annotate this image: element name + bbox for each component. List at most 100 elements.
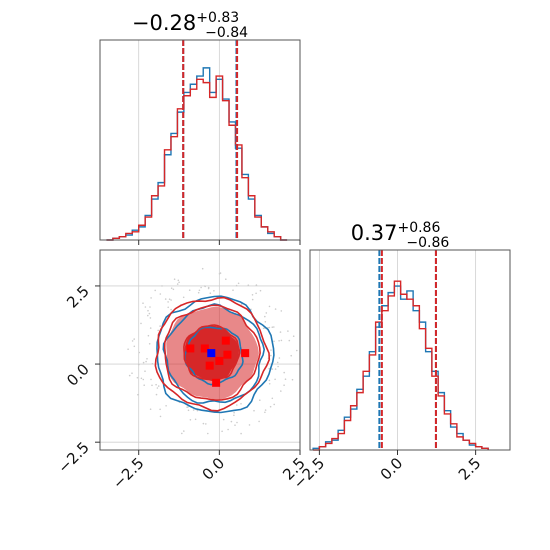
- scatter-point: [280, 310, 283, 312]
- scatter-point: [233, 411, 235, 414]
- density-marker-red: [215, 356, 224, 365]
- scatter-point: [290, 354, 293, 357]
- scatter-point: [264, 321, 267, 323]
- scatter-point: [250, 308, 252, 311]
- scatter-point: [278, 340, 280, 342]
- scatter-point: [230, 420, 233, 423]
- scatter-point: [167, 301, 169, 303]
- scatter-point: [265, 312, 268, 314]
- density-marker-red: [205, 361, 214, 370]
- scatter-point: [292, 335, 295, 338]
- scatter-point: [200, 286, 202, 289]
- scatter-point: [209, 292, 212, 295]
- scatter-point: [140, 322, 142, 325]
- scatter-point: [271, 368, 274, 370]
- scatter-point: [264, 315, 266, 318]
- peak-marker-blue: [207, 349, 216, 358]
- scatter-point: [274, 378, 276, 381]
- scatter-point: [192, 409, 195, 411]
- scatter-point: [202, 422, 205, 425]
- scatter-point: [147, 314, 149, 317]
- scatter-point: [213, 290, 215, 292]
- scatter-point: [207, 432, 209, 435]
- scatter-point: [274, 308, 277, 310]
- x-tick-label: 0.0: [199, 454, 229, 484]
- density-marker-red: [212, 378, 221, 387]
- scatter-point: [176, 283, 179, 285]
- scatter-point: [273, 326, 275, 328]
- scatter-point: [131, 340, 134, 342]
- scatter-point: [277, 365, 279, 368]
- scatter-point: [189, 419, 192, 421]
- scatter-point: [280, 390, 282, 392]
- scatter-point: [273, 340, 275, 343]
- scatter-point: [159, 325, 161, 327]
- scatter-point: [177, 279, 180, 282]
- scatter-point: [170, 299, 172, 301]
- scatter-point: [268, 383, 271, 385]
- scatter-point: [159, 293, 162, 295]
- scatter-point: [146, 358, 148, 360]
- scatter-point: [258, 420, 260, 423]
- scatter-point: [236, 404, 238, 406]
- scatter-point: [276, 361, 279, 364]
- scatter-point: [270, 349, 272, 351]
- scatter-point: [127, 348, 129, 351]
- histogram-step-red: [313, 280, 489, 451]
- panel-bottom-right: −2.5 0.0 2.50.37+0.86 −0.86: [290, 220, 511, 493]
- scatter-point: [264, 409, 267, 411]
- scatter-point: [149, 306, 151, 308]
- scatter-point: [253, 409, 255, 412]
- scatter-point: [183, 430, 185, 432]
- y-tick-label: 2.5: [63, 282, 93, 312]
- scatter-point: [278, 357, 281, 359]
- density-marker-red: [241, 349, 250, 358]
- histogram-step-blue: [312, 285, 489, 450]
- scatter-point: [128, 374, 131, 377]
- scatter-point: [283, 371, 286, 374]
- scatter-point: [167, 306, 169, 309]
- scatter-point: [291, 378, 294, 381]
- scatter-point: [131, 372, 133, 375]
- scatter-point: [142, 378, 145, 381]
- scatter-point: [296, 349, 298, 352]
- scatter-point: [269, 405, 272, 408]
- scatter-point: [236, 421, 238, 424]
- scatter-point: [178, 281, 180, 284]
- scatter-point: [159, 408, 161, 411]
- scatter-point: [232, 289, 234, 292]
- scatter-point: [273, 403, 276, 406]
- y-tick-label: −2.5: [54, 438, 92, 476]
- scatter-point: [157, 329, 159, 332]
- axes-frame: [99, 39, 301, 241]
- x-tick-label: 2.5: [455, 454, 485, 484]
- x-tick-label: −2.5: [109, 454, 147, 492]
- scatter-point: [187, 406, 189, 408]
- histogram-step-blue: [106, 67, 288, 241]
- density-marker-red: [221, 336, 230, 345]
- scatter-point: [168, 298, 171, 301]
- scatter-point: [196, 409, 199, 412]
- scatter-point: [150, 378, 152, 381]
- scatter-point: [283, 384, 285, 387]
- scatter-point: [149, 317, 152, 319]
- scatter-point: [147, 334, 150, 337]
- density-marker-red: [186, 344, 195, 353]
- scatter-point: [149, 327, 152, 329]
- scatter-point: [145, 360, 147, 363]
- panel-top-left: −0.28+0.83 −0.84: [99, 10, 301, 245]
- scatter-point: [271, 397, 274, 400]
- scatter-point: [140, 377, 143, 380]
- scatter-point: [155, 383, 157, 386]
- histogram-step-red: [106, 75, 288, 241]
- scatter-point: [156, 387, 159, 389]
- scatter-point: [137, 393, 139, 396]
- scatter-point: [172, 288, 175, 291]
- scatter-point: [170, 287, 173, 290]
- scatter-point: [225, 278, 227, 281]
- scatter-point: [255, 284, 258, 286]
- contour-line-red: [154, 296, 271, 412]
- scatter-point: [271, 326, 274, 329]
- scatter-point: [251, 294, 254, 296]
- scatter-point: [151, 363, 154, 365]
